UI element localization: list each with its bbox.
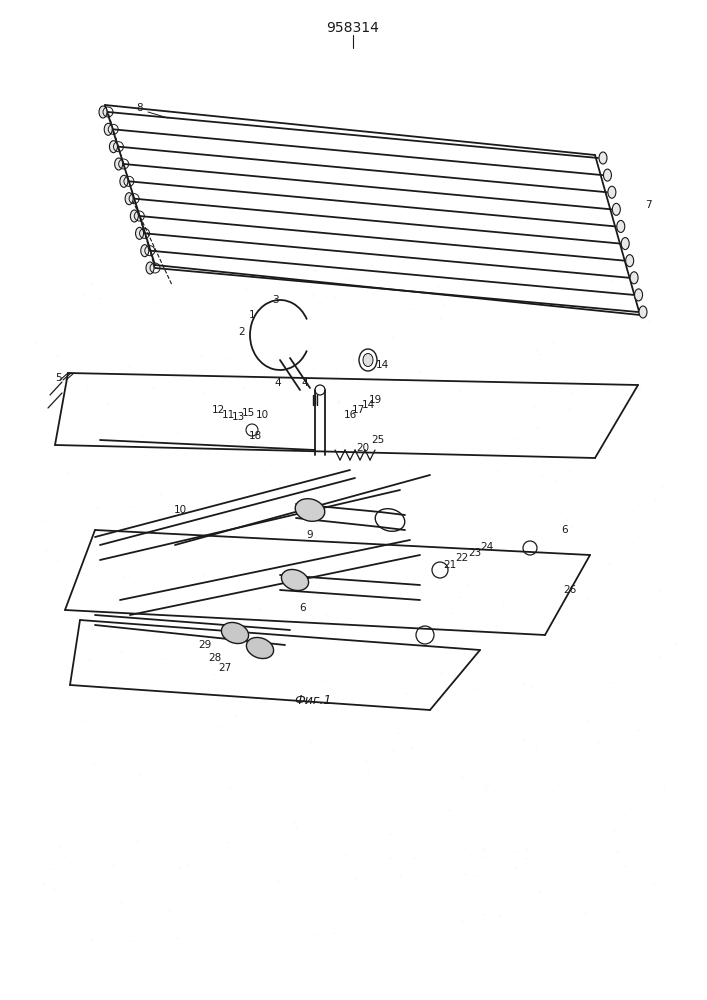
Text: 20: 20: [356, 443, 370, 453]
Ellipse shape: [115, 158, 123, 170]
Ellipse shape: [281, 569, 308, 591]
Text: 2: 2: [239, 327, 245, 337]
Text: 26: 26: [563, 585, 577, 595]
Text: Фиг.1: Фиг.1: [294, 694, 332, 706]
Text: 7: 7: [645, 200, 651, 210]
Text: 12: 12: [211, 405, 225, 415]
Ellipse shape: [608, 186, 616, 198]
Text: 14: 14: [375, 360, 389, 370]
Ellipse shape: [621, 238, 629, 250]
Ellipse shape: [221, 622, 249, 644]
Text: 17: 17: [351, 405, 365, 415]
Text: 28: 28: [209, 653, 221, 663]
Text: 29: 29: [199, 640, 211, 650]
Text: 4: 4: [302, 378, 308, 388]
Ellipse shape: [141, 245, 148, 257]
Text: 14: 14: [361, 400, 375, 410]
Text: 8: 8: [136, 103, 144, 113]
Ellipse shape: [635, 289, 643, 301]
Text: 5: 5: [54, 373, 62, 383]
Text: 16: 16: [344, 410, 356, 420]
Text: 27: 27: [218, 663, 232, 673]
Text: 1: 1: [249, 310, 255, 320]
Text: 6: 6: [300, 603, 306, 613]
Ellipse shape: [136, 227, 144, 239]
Text: 19: 19: [368, 395, 382, 405]
Text: 21: 21: [443, 560, 457, 570]
Ellipse shape: [125, 193, 133, 205]
Text: 4: 4: [275, 378, 281, 388]
Ellipse shape: [130, 210, 139, 222]
Ellipse shape: [120, 175, 128, 187]
Ellipse shape: [110, 141, 117, 153]
Ellipse shape: [626, 255, 633, 267]
Text: 6: 6: [561, 525, 568, 535]
Ellipse shape: [296, 499, 325, 521]
Ellipse shape: [146, 262, 154, 274]
Text: 10: 10: [173, 505, 187, 515]
Ellipse shape: [247, 637, 274, 659]
Ellipse shape: [599, 152, 607, 164]
Ellipse shape: [639, 306, 647, 318]
Ellipse shape: [99, 106, 107, 118]
Text: 24: 24: [480, 542, 493, 552]
Text: 958314: 958314: [327, 21, 380, 35]
Text: 13: 13: [231, 412, 245, 422]
Text: 23: 23: [468, 548, 481, 558]
Ellipse shape: [617, 220, 625, 232]
Ellipse shape: [612, 203, 620, 215]
Text: 18: 18: [248, 431, 262, 441]
Text: 11: 11: [221, 410, 235, 420]
Ellipse shape: [630, 272, 638, 284]
Text: 22: 22: [455, 553, 469, 563]
Text: 9: 9: [307, 530, 313, 540]
Ellipse shape: [104, 123, 112, 135]
Text: 10: 10: [255, 410, 269, 420]
Text: 15: 15: [241, 408, 255, 418]
Ellipse shape: [604, 169, 612, 181]
Text: 25: 25: [371, 435, 385, 445]
Ellipse shape: [363, 354, 373, 366]
Text: 3: 3: [271, 295, 279, 305]
